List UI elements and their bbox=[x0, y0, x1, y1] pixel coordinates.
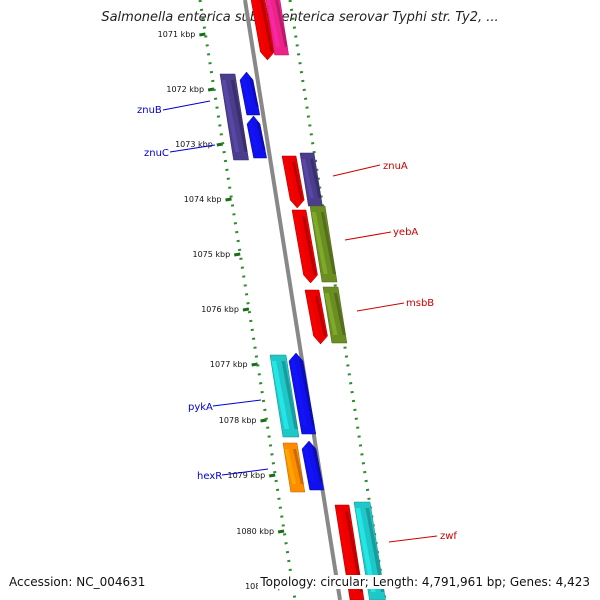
gene-block-yebA[interactable] bbox=[291, 209, 318, 284]
tick-mark bbox=[242, 307, 250, 312]
gene-leader-line bbox=[162, 100, 211, 111]
gene-leader-line bbox=[221, 468, 269, 476]
tick-label: 1076 kbp bbox=[201, 305, 239, 314]
tick-mark bbox=[277, 529, 285, 534]
gene-block-msbB[interactable] bbox=[304, 289, 328, 345]
gene-leader-line bbox=[388, 535, 438, 543]
genome-title: Salmonella enterica subsp. enterica sero… bbox=[101, 10, 499, 25]
tick-label: 1071 kbp bbox=[158, 30, 196, 39]
gene-label[interactable]: yebA bbox=[393, 227, 418, 238]
gene-label[interactable]: znuA bbox=[383, 161, 408, 172]
tick-label: 1080 kbp bbox=[236, 527, 274, 536]
gene-labels: znuB znuC znuA yebA msbB pykA hexR zwf bbox=[137, 100, 457, 543]
gene-block-znuB[interactable] bbox=[219, 73, 249, 161]
tick-mark bbox=[268, 473, 276, 478]
accession-label: Accession: NC_004631 bbox=[9, 575, 146, 589]
gene-block-olive[interactable] bbox=[309, 205, 338, 283]
gene-block-blue-2[interactable] bbox=[288, 352, 317, 435]
tick-label: 1078 kbp bbox=[219, 416, 257, 425]
gene-label[interactable]: msbB bbox=[406, 298, 434, 309]
tick-label: 1079 kbp bbox=[228, 471, 266, 480]
gene-block-red[interactable] bbox=[250, 0, 275, 61]
gene-label[interactable]: pykA bbox=[188, 402, 213, 413]
gene-leader-line bbox=[356, 302, 405, 312]
tick-label: 1073 kbp bbox=[175, 140, 213, 149]
gene-leader-line bbox=[332, 164, 381, 177]
backbone bbox=[243, 0, 342, 600]
gene-label[interactable]: znuB bbox=[137, 105, 162, 116]
gene-leader-line bbox=[212, 399, 262, 407]
gene-block-olive-2[interactable] bbox=[322, 286, 348, 344]
ruler: 1071 kbp 1072 kbp 1073 kbp 1074 kbp 1075 kbp… bbox=[158, 30, 294, 591]
gene-block-znuA[interactable] bbox=[281, 155, 305, 209]
gene-leader-line bbox=[344, 231, 392, 241]
topology-label: Topology: circular; Length: 4,791,961 bp… bbox=[258, 575, 590, 589]
tick-mark bbox=[260, 418, 267, 423]
gene-block-pink[interactable] bbox=[265, 0, 289, 56]
gene-block-blue[interactable] bbox=[239, 71, 261, 116]
gene-block-znuC[interactable] bbox=[246, 115, 267, 159]
gene-block-hexR[interactable] bbox=[282, 442, 306, 493]
gene-leader-line bbox=[169, 144, 216, 153]
tick-mark bbox=[199, 32, 206, 37]
gene-label[interactable]: hexR bbox=[197, 471, 222, 482]
tick-mark bbox=[251, 362, 258, 367]
tick-label: 1074 kbp bbox=[184, 195, 222, 204]
tick-label: 1075 kbp bbox=[193, 250, 231, 259]
tick-mark bbox=[233, 252, 241, 257]
backbone-line bbox=[243, 0, 342, 600]
gene-block-blue-3[interactable] bbox=[301, 440, 325, 491]
gene-features[interactable] bbox=[219, 0, 386, 600]
gene-label[interactable]: znuC bbox=[144, 148, 169, 159]
gene-label[interactable]: zwf bbox=[440, 531, 457, 542]
gene-block-pykA[interactable] bbox=[269, 354, 300, 438]
tick-label: 1077 kbp bbox=[210, 360, 248, 369]
tick-label: 1072 kbp bbox=[166, 85, 204, 94]
tick-mark bbox=[225, 197, 232, 202]
